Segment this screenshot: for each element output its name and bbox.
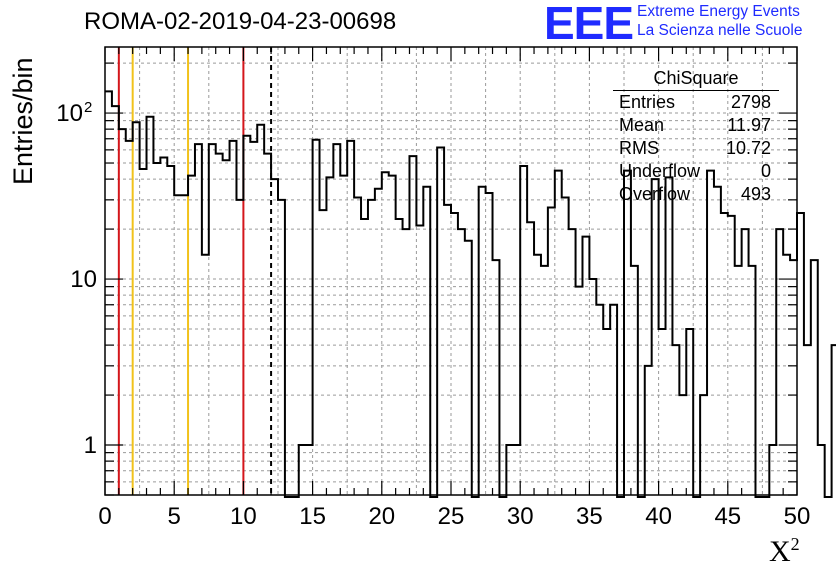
x-tick-label: 10 <box>230 503 257 530</box>
axis-ticks <box>104 47 798 496</box>
histogram-series <box>105 90 836 498</box>
logo-line-1: Extreme Energy Events <box>637 3 800 20</box>
x-axis-label-base: X <box>769 535 791 568</box>
x-axis-label: X2 <box>769 534 800 569</box>
x-tick-label: 30 <box>507 503 534 530</box>
stats-box: ChiSquare Entries 2798 Mean 11.97 RMS 10.72… <box>613 66 779 206</box>
eee-logo: EEE <box>544 0 634 49</box>
y-tick-label: 10 <box>56 100 83 127</box>
x-tick-label: 35 <box>576 503 603 530</box>
run-title: ROMA-02-2019-04-23-00698 <box>84 8 397 35</box>
stats-value: 11.97 <box>727 115 771 135</box>
stats-label: Mean <box>619 115 665 135</box>
y-tick-label: 1 <box>84 432 97 459</box>
stats-value: 10.72 <box>725 138 771 158</box>
x-tick-label: 5 <box>168 503 181 530</box>
reference-lines <box>117 47 273 495</box>
logo-line-2: La Scienza nelle Scuole <box>637 22 803 39</box>
x-tick-label: 50 <box>784 503 811 530</box>
stats-row: Mean 11.97 <box>613 114 779 137</box>
stats-value: 493 <box>740 184 771 204</box>
y-tick-label: 10 <box>70 266 97 293</box>
x-tick-label: 25 <box>438 503 465 530</box>
stats-label: Overflow <box>619 184 691 204</box>
stats-label: Entries <box>619 92 676 112</box>
stats-row: Underflow 0 <box>613 160 779 183</box>
x-tick-label: 0 <box>98 503 111 530</box>
stats-title: ChiSquare <box>613 66 779 91</box>
stats-label: RMS <box>619 138 659 158</box>
x-tick-label: 20 <box>368 503 395 530</box>
y-tick-exponent: 2 <box>84 99 92 116</box>
x-tick-label: 40 <box>645 503 672 530</box>
stats-label: Underflow <box>619 161 701 181</box>
x-axis-label-sup: 2 <box>790 534 800 554</box>
x-tick-label: 45 <box>714 503 741 530</box>
x-tick-label: 15 <box>299 503 326 530</box>
y-axis-label: Entries/bin <box>8 57 38 185</box>
stats-row: Overflow 493 <box>613 183 779 206</box>
stats-value: 2798 <box>730 92 771 112</box>
stats-row: RMS 10.72 <box>613 137 779 160</box>
stats-row: Entries 2798 <box>613 91 779 114</box>
stats-value: 0 <box>760 161 771 181</box>
